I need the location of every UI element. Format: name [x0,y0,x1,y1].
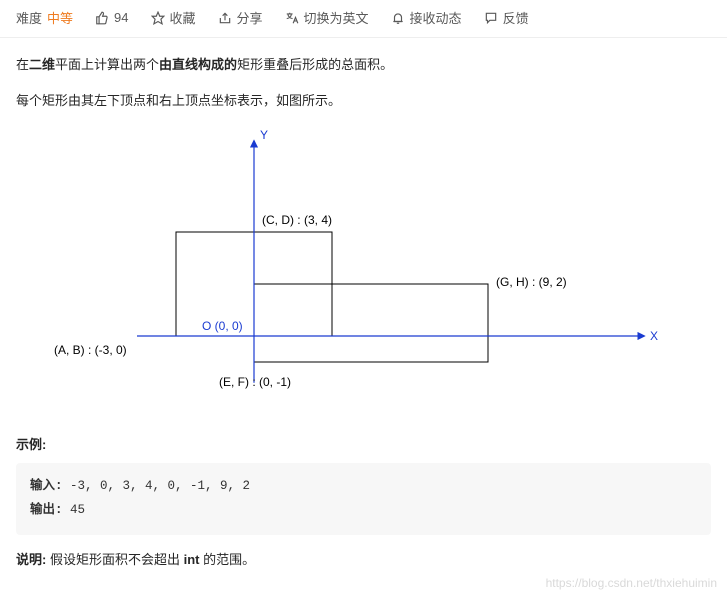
note-int: int [184,552,200,567]
rectangle-diagram: X Y O (0, 0) (C, D) : (3, 4) (G, H) : (9, 2)… [54,126,674,416]
translate-label: 切换为英文 [304,8,369,27]
share-button[interactable]: 分享 [218,8,263,27]
bell-icon [391,11,405,25]
share-label: 分享 [237,8,263,27]
output-label: 输出: [30,503,63,517]
text: 在 [16,57,29,72]
text-bold: 由直线构成的 [159,57,237,72]
share-icon [218,11,232,25]
svg-text:X: X [650,329,658,343]
svg-text:(A, B) : (-3, 0): (A, B) : (-3, 0) [54,343,127,357]
paragraph-2: 每个矩形由其左下顶点和右上顶点坐标表示，如图所示。 [16,90,711,112]
input-label: 输入: [30,479,63,493]
subscribe-label: 接收动态 [410,8,462,27]
text-bold: 二维 [29,57,55,72]
action-toolbar: 难度 中等 94 收藏 分享 切换为英文 接收动态 反馈 [0,0,727,38]
note-text: 的范围。 [199,552,255,567]
favorite-label: 收藏 [170,8,196,27]
difficulty-value: 中等 [47,8,73,27]
note-label: 说明: [16,552,46,567]
svg-text:O (0, 0): O (0, 0) [202,319,243,333]
favorite-button[interactable]: 收藏 [151,8,196,27]
feedback-button[interactable]: 反馈 [484,8,529,27]
svg-text:(C, D) : (3, 4): (C, D) : (3, 4) [261,213,331,227]
translate-button[interactable]: 切换为英文 [285,8,369,27]
like-count: 94 [114,10,128,25]
feedback-label: 反馈 [503,8,529,27]
text: 平面上计算出两个 [55,57,159,72]
svg-text:(E, F) : (0, -1): (E, F) : (0, -1) [219,375,291,389]
thumbs-up-icon [95,11,109,25]
input-value: -3, 0, 3, 4, 0, -1, 9, 2 [63,479,251,493]
subscribe-button[interactable]: 接收动态 [391,8,462,27]
example-title: 示例: [16,434,711,453]
difficulty: 难度 中等 [16,8,73,27]
svg-text:(G, H) : (9, 2): (G, H) : (9, 2) [496,275,567,289]
paragraph-1: 在二维平面上计算出两个由直线构成的矩形重叠后形成的总面积。 [16,54,711,76]
output-value: 45 [63,503,86,517]
note: 说明: 假设矩形面积不会超出 int 的范围。 [16,549,711,571]
translate-icon [285,11,299,25]
svg-text:Y: Y [260,128,268,142]
problem-content: 在二维平面上计算出两个由直线构成的矩形重叠后形成的总面积。 每个矩形由其左下顶点… [0,38,727,596]
difficulty-label: 难度 [16,8,42,27]
comment-icon [484,11,498,25]
diagram-container: X Y O (0, 0) (C, D) : (3, 4) (G, H) : (9, 2)… [16,126,711,416]
star-icon [151,11,165,25]
text: 矩形重叠后形成的总面积。 [237,57,393,72]
like-button[interactable]: 94 [95,10,128,25]
example-code: 输入: -3, 0, 3, 4, 0, -1, 9, 2 输出: 45 [16,463,711,535]
note-text: 假设矩形面积不会超出 [46,552,183,567]
